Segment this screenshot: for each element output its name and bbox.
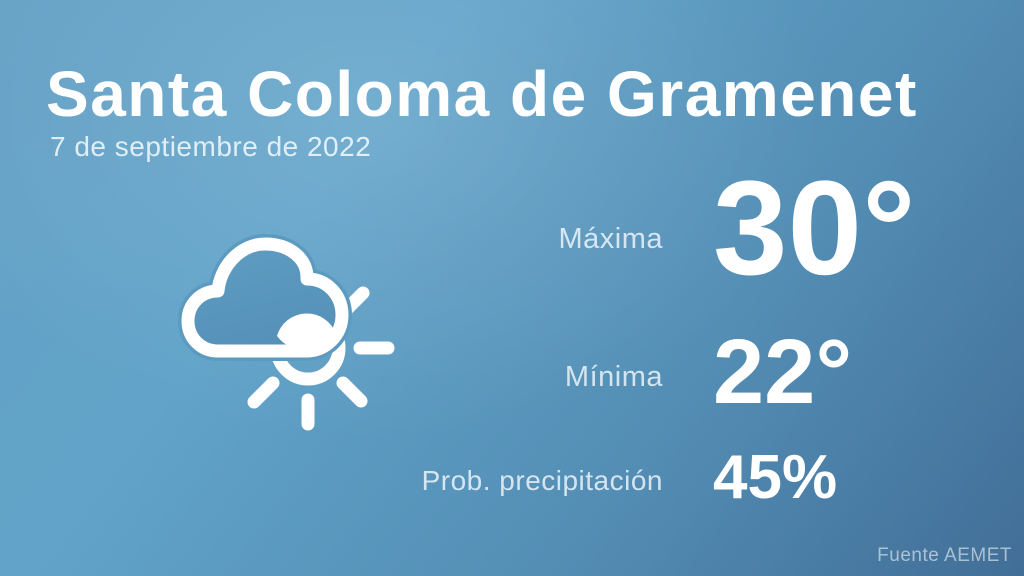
sun-cloud-overlap: [277, 313, 336, 351]
max-temp-label: Máxima: [558, 223, 663, 255]
page-title: Santa Coloma de Gramenet: [46, 58, 918, 130]
min-temp-value: 22°: [713, 321, 853, 423]
precipitation-probability-value: 45%: [713, 443, 838, 512]
max-temp-value: 30°: [713, 154, 916, 303]
precipitation-probability-label: Prob. precipitación: [421, 465, 663, 496]
min-temp-label: Mínima: [564, 361, 663, 393]
sun-behind-rain-cloud-icon: [178, 234, 395, 431]
source-attribution: Fuente AEMET: [877, 545, 1012, 566]
date-subtitle: 7 de septiembre de 2022: [50, 131, 372, 162]
